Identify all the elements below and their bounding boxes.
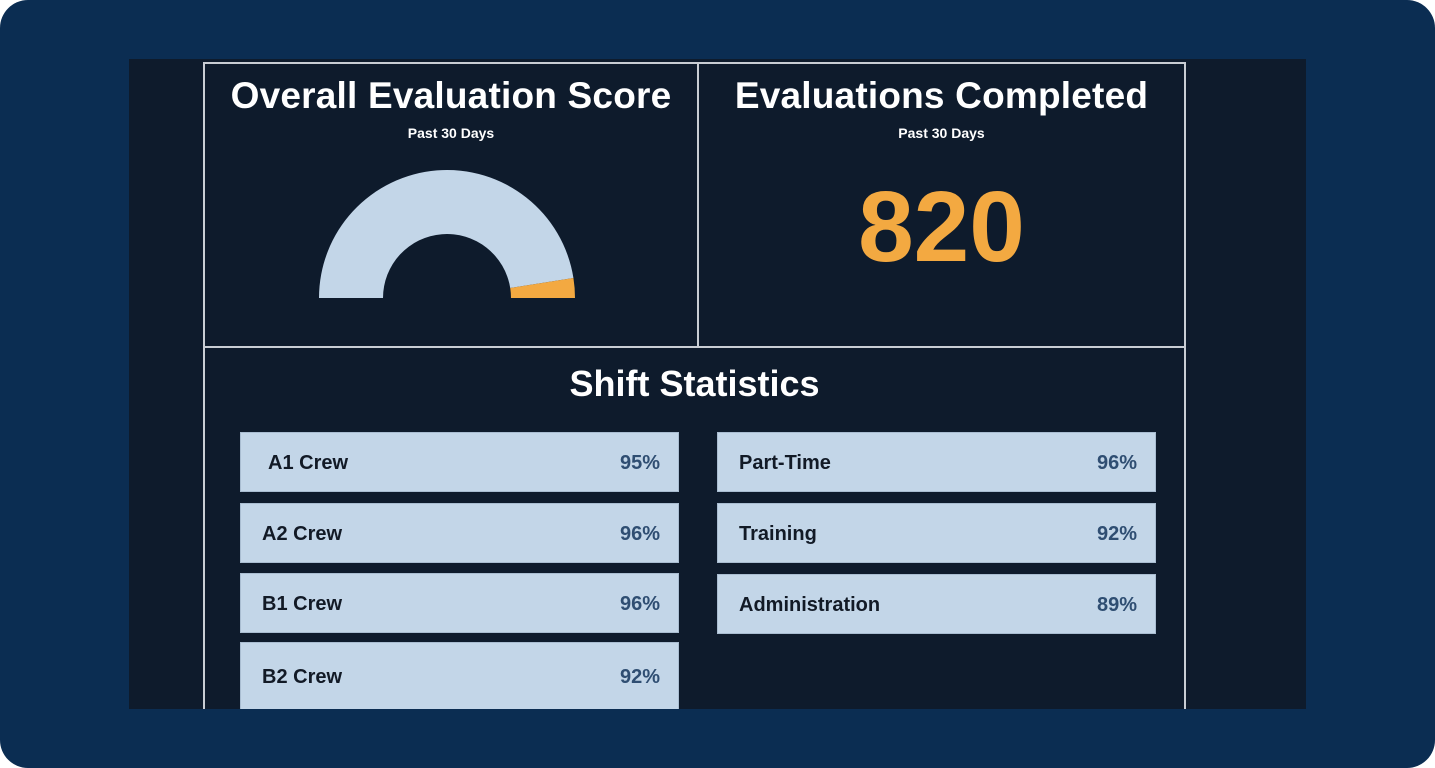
shift-row-a2-crew[interactable]: A2 Crew 96% — [240, 503, 679, 563]
shift-value: 92% — [619, 666, 660, 688]
overall-score-subtitle: Past 30 Days — [407, 125, 495, 141]
shift-row-administration[interactable]: Administration 89% — [717, 574, 1156, 634]
gauge-fill — [510, 277, 575, 298]
evaluations-completed-value: 820 — [858, 171, 1025, 283]
overall-score-panel: Overall Evaluation Score Past 30 Days — [203, 62, 699, 348]
shift-name: B1 Crew — [262, 593, 343, 615]
shift-statistics-title: Shift Statistics — [569, 363, 820, 404]
gauge-track — [319, 170, 574, 298]
shift-value: 95% — [619, 452, 660, 474]
shift-name: B2 Crew — [262, 666, 343, 688]
evaluations-completed-panel: Evaluations Completed Past 30 Days 820 — [697, 62, 1186, 348]
shift-statistics-panel: Shift Statistics A1 Crew 95% A2 Crew 96%… — [203, 346, 1186, 709]
evaluations-completed-title: Evaluations Completed — [734, 75, 1149, 116]
shift-value: 89% — [1096, 594, 1137, 616]
shift-row-b1-crew[interactable]: B1 Crew 96% — [240, 573, 679, 633]
shift-name: Part-Time — [739, 452, 831, 474]
score-gauge — [319, 170, 575, 298]
evaluations-completed-subtitle: Past 30 Days — [898, 125, 985, 141]
shift-value: 96% — [619, 593, 660, 615]
dashboard-screen: Overall Evaluation Score Past 30 Days Ev… — [129, 59, 1306, 709]
overall-score-title: Overall Evaluation Score — [230, 75, 672, 116]
shift-value: 92% — [1096, 523, 1137, 545]
shift-name: A2 Crew — [262, 523, 343, 545]
shift-value: 96% — [619, 523, 660, 545]
shift-row-training[interactable]: Training 92% — [717, 503, 1156, 563]
shift-value: 96% — [1096, 452, 1137, 474]
shift-name: Administration — [739, 594, 881, 616]
shift-row-a1-crew[interactable]: A1 Crew 95% — [240, 432, 679, 492]
shift-name: A1 Crew — [268, 452, 349, 474]
shift-row-part-time[interactable]: Part-Time 96% — [717, 432, 1156, 492]
shift-row-b2-crew[interactable]: B2 Crew 92% — [240, 642, 679, 709]
shift-name: Training — [739, 523, 817, 545]
